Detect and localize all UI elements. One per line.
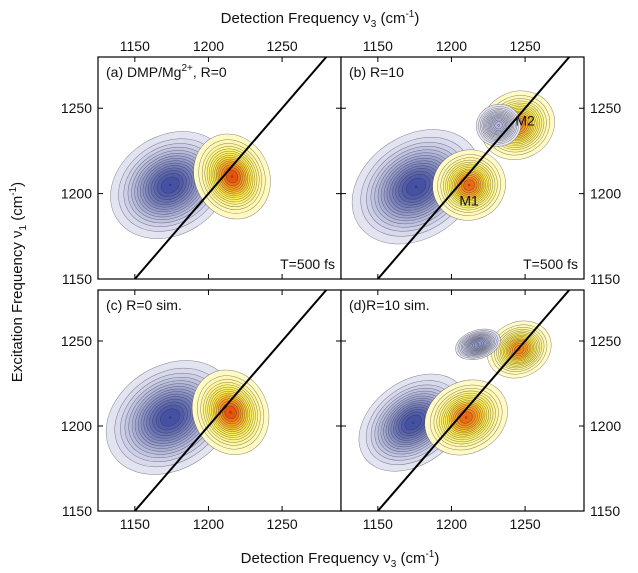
y-tick-label: 1250: [61, 333, 92, 349]
y-tick-label: 1200: [590, 186, 621, 202]
y-tick-label: 1150: [590, 503, 620, 519]
contour-level: [464, 416, 468, 419]
y-tick-label: 1150: [590, 271, 620, 287]
x-tick-label: 1250: [267, 516, 298, 532]
contour-level: [230, 175, 234, 178]
y-tick-label: 1150: [62, 503, 92, 519]
panel-label: (d)R=10 sim.: [349, 297, 430, 313]
contour-level: [168, 183, 172, 187]
y-tick-label: 1250: [590, 333, 621, 349]
contour-level: [414, 185, 418, 189]
x-tick-label: 1250: [510, 516, 541, 532]
delay-annotation: T=500 fs: [523, 256, 578, 272]
contour-level: [168, 416, 172, 419]
contour-level: [411, 421, 415, 424]
panel-label: (b) R=10: [349, 64, 404, 80]
diagonal-line: [377, 57, 571, 279]
contour-layer: [110, 131, 271, 239]
y-tick-label: 1250: [61, 100, 92, 116]
y-tick-label: 1250: [590, 100, 621, 116]
peak-label: M1: [459, 193, 479, 209]
x-tick-label: 1200: [193, 516, 224, 532]
contour-level: [229, 411, 232, 414]
y-tick-label: 1150: [62, 271, 92, 287]
panel-label: (a) DMP/Mg2+, R=0: [106, 63, 227, 80]
x-tick-label: 1250: [267, 38, 298, 54]
panel-c: 1150 1200 1250 1150 1200 1250 (c) R=0 sim.: [61, 289, 342, 532]
peak-label: M2: [515, 112, 535, 128]
contour-level: [476, 343, 480, 346]
contour-level: [467, 183, 471, 187]
positive-peak: [193, 133, 271, 220]
top-x-axis-title: Detection Frequency ν3 (cm-1): [221, 9, 420, 30]
positive-peak: [424, 379, 508, 456]
contour-layer: [105, 360, 270, 475]
y-axis-title: Excitation Frequency ν1 (cm-1): [8, 182, 29, 382]
panel-frame: [340, 56, 585, 280]
x-tick-label: 1150: [363, 38, 393, 54]
contour-level: [497, 124, 500, 127]
diagonal-line: [377, 290, 571, 511]
x-tick-label: 1200: [436, 38, 467, 54]
x-tick-label: 1250: [510, 38, 541, 54]
diagonal-line: [134, 290, 328, 511]
x-tick-label: 1150: [120, 38, 150, 54]
x-tick-label: 1150: [363, 516, 393, 532]
negative-peak: [110, 131, 231, 239]
y-tick-label: 1200: [590, 418, 621, 434]
diagonal-line: [134, 57, 328, 279]
panel-a: 1150 1200 1250 1150 1200 1250 (a) DMP/Mg2+, R=…: [61, 38, 342, 287]
negative-peak: [455, 328, 501, 360]
panel-d: 1150 1200 1250 1150 1200 1250 (d)R=10 sim.: [340, 289, 621, 532]
positive-peak: [432, 149, 506, 221]
y-tick-label: 1200: [61, 418, 92, 434]
x-tick-label: 1200: [193, 38, 224, 54]
panel-frame: [340, 289, 585, 512]
bottom-x-axis-title: Detection Frequency ν3 (cm-1): [241, 549, 440, 570]
delay-annotation: T=500 fs: [280, 256, 335, 272]
x-tick-label: 1200: [436, 516, 467, 532]
positive-peak: [191, 369, 270, 456]
x-tick-label: 1150: [120, 516, 150, 532]
panel-b: 1150 1200 1250 1150 1200 1250 (b) R=10 T=500 fs…: [340, 38, 621, 287]
y-tick-label: 1200: [61, 186, 92, 202]
panel-label: (c) R=0 sim.: [106, 297, 182, 313]
contour-layer: [358, 320, 552, 472]
